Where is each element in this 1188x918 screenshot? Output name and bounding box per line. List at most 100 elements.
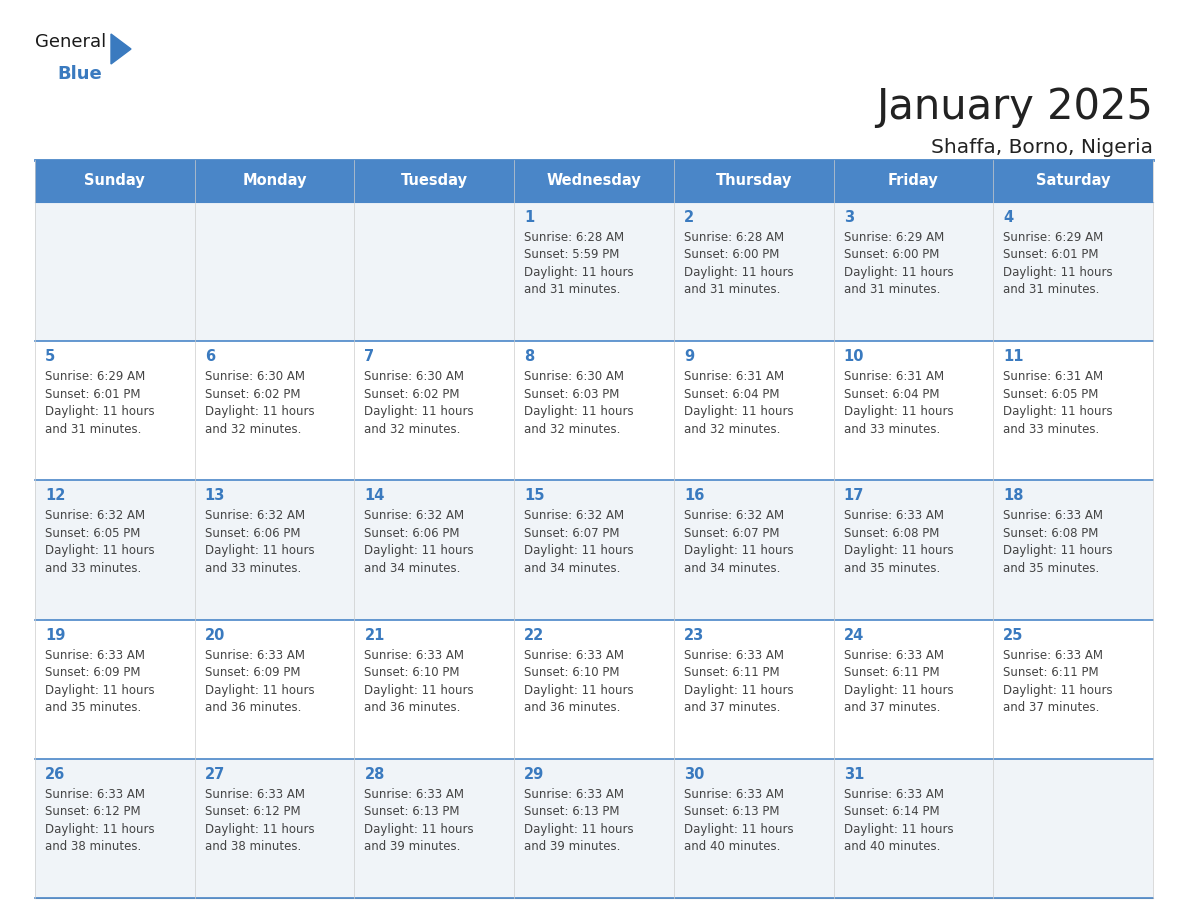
Bar [674, 620, 834, 759]
Text: 13: 13 [204, 488, 225, 503]
Bar [834, 160, 993, 202]
Bar [354, 759, 514, 898]
Text: Sunrise: 6:33 AM
Sunset: 6:11 PM
Daylight: 11 hours
and 37 minutes.: Sunrise: 6:33 AM Sunset: 6:11 PM Dayligh… [684, 649, 794, 714]
Text: Sunrise: 6:33 AM
Sunset: 6:08 PM
Daylight: 11 hours
and 35 minutes.: Sunrise: 6:33 AM Sunset: 6:08 PM Dayligh… [843, 509, 953, 575]
Bar [993, 341, 1154, 480]
Bar [514, 160, 674, 202]
Bar [354, 160, 514, 202]
Text: 2: 2 [684, 210, 694, 225]
Text: Sunday: Sunday [84, 174, 145, 188]
Text: Thursday: Thursday [715, 174, 792, 188]
Text: 10: 10 [843, 349, 864, 364]
Bar [514, 480, 674, 620]
Text: Saturday: Saturday [1036, 174, 1111, 188]
Bar [834, 620, 993, 759]
Text: Sunrise: 6:33 AM
Sunset: 6:09 PM
Daylight: 11 hours
and 36 minutes.: Sunrise: 6:33 AM Sunset: 6:09 PM Dayligh… [204, 649, 315, 714]
Text: Sunrise: 6:30 AM
Sunset: 6:02 PM
Daylight: 11 hours
and 32 minutes.: Sunrise: 6:30 AM Sunset: 6:02 PM Dayligh… [204, 370, 315, 436]
Bar [195, 160, 354, 202]
Bar [195, 341, 354, 480]
Text: Sunrise: 6:32 AM
Sunset: 6:07 PM
Daylight: 11 hours
and 34 minutes.: Sunrise: 6:32 AM Sunset: 6:07 PM Dayligh… [524, 509, 633, 575]
Text: Sunrise: 6:33 AM
Sunset: 6:11 PM
Daylight: 11 hours
and 37 minutes.: Sunrise: 6:33 AM Sunset: 6:11 PM Dayligh… [843, 649, 953, 714]
Text: 17: 17 [843, 488, 864, 503]
Text: 28: 28 [365, 767, 385, 782]
Bar [34, 620, 195, 759]
Text: 4: 4 [1004, 210, 1013, 225]
Text: 14: 14 [365, 488, 385, 503]
Text: Blue: Blue [57, 65, 102, 83]
Bar [514, 341, 674, 480]
Text: Sunrise: 6:29 AM
Sunset: 6:01 PM
Daylight: 11 hours
and 31 minutes.: Sunrise: 6:29 AM Sunset: 6:01 PM Dayligh… [1004, 231, 1113, 297]
Bar [34, 759, 195, 898]
Bar [674, 341, 834, 480]
Text: 7: 7 [365, 349, 374, 364]
Bar [834, 759, 993, 898]
Text: 31: 31 [843, 767, 864, 782]
Text: Sunrise: 6:28 AM
Sunset: 6:00 PM
Daylight: 11 hours
and 31 minutes.: Sunrise: 6:28 AM Sunset: 6:00 PM Dayligh… [684, 231, 794, 297]
Bar [34, 341, 195, 480]
Bar [195, 759, 354, 898]
Bar [195, 202, 354, 341]
Text: 26: 26 [45, 767, 65, 782]
Text: 8: 8 [524, 349, 535, 364]
Text: 19: 19 [45, 628, 65, 643]
Text: 9: 9 [684, 349, 694, 364]
Text: Tuesday: Tuesday [400, 174, 468, 188]
Text: Sunrise: 6:33 AM
Sunset: 6:13 PM
Daylight: 11 hours
and 39 minutes.: Sunrise: 6:33 AM Sunset: 6:13 PM Dayligh… [365, 788, 474, 854]
Text: 25: 25 [1004, 628, 1024, 643]
Bar [993, 480, 1154, 620]
Bar [834, 202, 993, 341]
Bar [195, 480, 354, 620]
Text: Sunrise: 6:29 AM
Sunset: 6:01 PM
Daylight: 11 hours
and 31 minutes.: Sunrise: 6:29 AM Sunset: 6:01 PM Dayligh… [45, 370, 154, 436]
Text: Sunrise: 6:32 AM
Sunset: 6:06 PM
Daylight: 11 hours
and 34 minutes.: Sunrise: 6:32 AM Sunset: 6:06 PM Dayligh… [365, 509, 474, 575]
Text: 29: 29 [524, 767, 544, 782]
Text: Sunrise: 6:30 AM
Sunset: 6:03 PM
Daylight: 11 hours
and 32 minutes.: Sunrise: 6:30 AM Sunset: 6:03 PM Dayligh… [524, 370, 633, 436]
Text: Sunrise: 6:29 AM
Sunset: 6:00 PM
Daylight: 11 hours
and 31 minutes.: Sunrise: 6:29 AM Sunset: 6:00 PM Dayligh… [843, 231, 953, 297]
Bar [993, 202, 1154, 341]
Text: 23: 23 [684, 628, 704, 643]
Text: Sunrise: 6:32 AM
Sunset: 6:07 PM
Daylight: 11 hours
and 34 minutes.: Sunrise: 6:32 AM Sunset: 6:07 PM Dayligh… [684, 509, 794, 575]
Text: Sunrise: 6:33 AM
Sunset: 6:12 PM
Daylight: 11 hours
and 38 minutes.: Sunrise: 6:33 AM Sunset: 6:12 PM Dayligh… [45, 788, 154, 854]
Text: Sunrise: 6:33 AM
Sunset: 6:08 PM
Daylight: 11 hours
and 35 minutes.: Sunrise: 6:33 AM Sunset: 6:08 PM Dayligh… [1004, 509, 1113, 575]
Bar [514, 620, 674, 759]
Bar [34, 480, 195, 620]
Bar [195, 620, 354, 759]
Text: Friday: Friday [889, 174, 939, 188]
Bar [993, 759, 1154, 898]
Bar [993, 160, 1154, 202]
Text: 24: 24 [843, 628, 864, 643]
Text: 6: 6 [204, 349, 215, 364]
Text: Sunrise: 6:33 AM
Sunset: 6:10 PM
Daylight: 11 hours
and 36 minutes.: Sunrise: 6:33 AM Sunset: 6:10 PM Dayligh… [524, 649, 633, 714]
Bar [674, 160, 834, 202]
Text: 1: 1 [524, 210, 535, 225]
Bar [834, 480, 993, 620]
Text: 21: 21 [365, 628, 385, 643]
Bar [354, 341, 514, 480]
Text: Sunrise: 6:32 AM
Sunset: 6:06 PM
Daylight: 11 hours
and 33 minutes.: Sunrise: 6:32 AM Sunset: 6:06 PM Dayligh… [204, 509, 315, 575]
Text: Sunrise: 6:31 AM
Sunset: 6:04 PM
Daylight: 11 hours
and 33 minutes.: Sunrise: 6:31 AM Sunset: 6:04 PM Dayligh… [843, 370, 953, 436]
Text: 27: 27 [204, 767, 225, 782]
Text: Sunrise: 6:31 AM
Sunset: 6:04 PM
Daylight: 11 hours
and 32 minutes.: Sunrise: 6:31 AM Sunset: 6:04 PM Dayligh… [684, 370, 794, 436]
Text: 5: 5 [45, 349, 56, 364]
Bar [674, 759, 834, 898]
Text: Sunrise: 6:30 AM
Sunset: 6:02 PM
Daylight: 11 hours
and 32 minutes.: Sunrise: 6:30 AM Sunset: 6:02 PM Dayligh… [365, 370, 474, 436]
Text: 16: 16 [684, 488, 704, 503]
Bar [674, 202, 834, 341]
Text: Sunrise: 6:32 AM
Sunset: 6:05 PM
Daylight: 11 hours
and 33 minutes.: Sunrise: 6:32 AM Sunset: 6:05 PM Dayligh… [45, 509, 154, 575]
Text: Sunrise: 6:28 AM
Sunset: 5:59 PM
Daylight: 11 hours
and 31 minutes.: Sunrise: 6:28 AM Sunset: 5:59 PM Dayligh… [524, 231, 633, 297]
Text: 18: 18 [1004, 488, 1024, 503]
Bar [34, 160, 195, 202]
Bar [674, 480, 834, 620]
Text: January 2025: January 2025 [876, 86, 1154, 128]
Text: General: General [34, 33, 106, 51]
Text: 3: 3 [843, 210, 854, 225]
Text: Sunrise: 6:31 AM
Sunset: 6:05 PM
Daylight: 11 hours
and 33 minutes.: Sunrise: 6:31 AM Sunset: 6:05 PM Dayligh… [1004, 370, 1113, 436]
Bar [34, 202, 195, 341]
Text: Sunrise: 6:33 AM
Sunset: 6:13 PM
Daylight: 11 hours
and 39 minutes.: Sunrise: 6:33 AM Sunset: 6:13 PM Dayligh… [524, 788, 633, 854]
Bar [354, 620, 514, 759]
Text: Monday: Monday [242, 174, 307, 188]
Text: 11: 11 [1004, 349, 1024, 364]
Text: 15: 15 [524, 488, 544, 503]
Polygon shape [110, 34, 131, 64]
Text: 12: 12 [45, 488, 65, 503]
Bar [354, 480, 514, 620]
